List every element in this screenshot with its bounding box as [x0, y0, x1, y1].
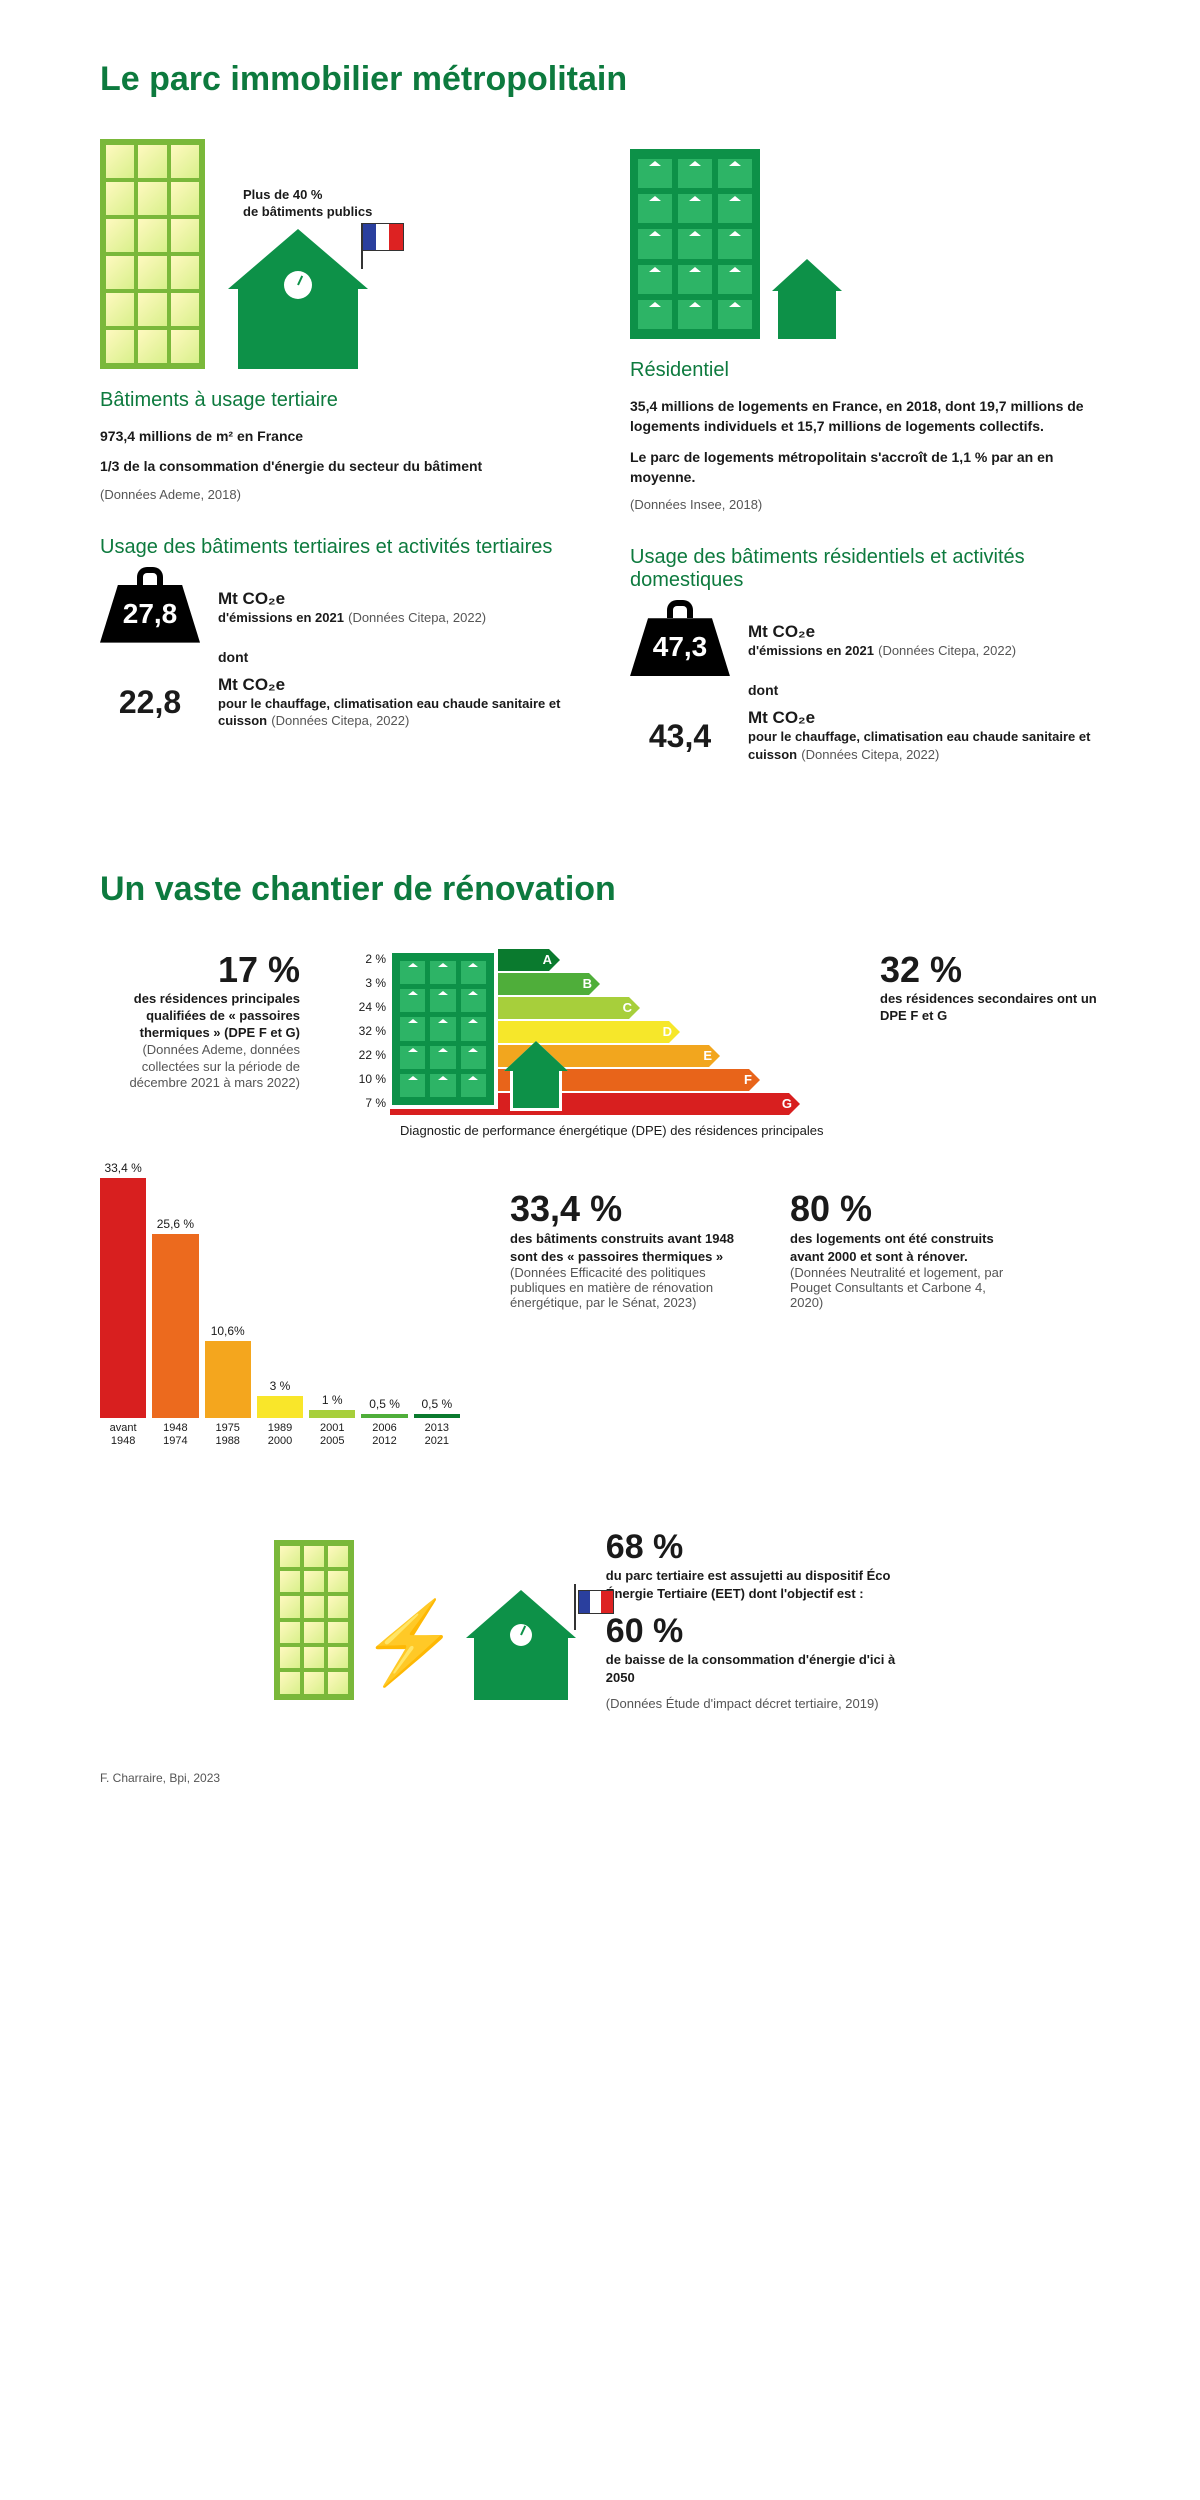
bottom-pc2: 60 %	[606, 1612, 926, 1651]
resi-emissions-desc: d'émissions en 2021	[748, 643, 874, 658]
chart-stat-1948: 33,4 % des bâtiments construits avant 19…	[510, 1188, 740, 1310]
chart-stat-txt: des bâtiments construits avant 1948 sont…	[510, 1230, 740, 1265]
bottom-src: (Données Étude d'impact décret tertiaire…	[606, 1696, 926, 1711]
tert-heating-value: 22,8	[100, 684, 200, 721]
resi-dont: dont	[748, 682, 1100, 698]
dpe-pct-C: 24 %	[348, 1000, 386, 1014]
house-icon	[772, 259, 842, 339]
tert-dont: dont	[218, 649, 570, 665]
resi-source: (Données Insee, 2018)	[630, 497, 1100, 512]
tertiaire-emissions: 27,8 Mt CO₂e d'émissions en 2021 (Donnée…	[100, 573, 570, 643]
bottom-pc1: 68 %	[606, 1528, 926, 1567]
dpe-pct-B: 3 %	[348, 976, 386, 990]
public-building-icon: Plus de 40 % de bâtiments publics	[223, 187, 372, 369]
resi-emissions-unit: Mt CO₂e	[748, 622, 1016, 642]
tert-heating-src: (Données Citepa, 2022)	[271, 713, 409, 728]
resi-line2: Le parc de logements métropolitain s'acc…	[630, 447, 1100, 488]
section2-title: Un vaste chantier de rénovation	[100, 870, 1100, 909]
dpe-right-stat: 32 % des résidences secondaires ont un D…	[880, 949, 1100, 1025]
tertiaire-illustration: Plus de 40 % de bâtiments publics	[100, 139, 570, 369]
dpe-chart: 2 %A3 %B24 %C32 %D22 %E10 %F7 %G Diagnos…	[340, 949, 840, 1138]
office-tower-icon	[274, 1540, 354, 1700]
french-flag-icon	[578, 1590, 614, 1614]
resi-usage-heading: Usage des bâtiments résidentiels et acti…	[630, 546, 1100, 592]
dpe-building-icon	[388, 949, 498, 1109]
bottom-stats: 68 % du parc tertiaire est assujetti au …	[606, 1528, 926, 1711]
chart-stat-pc: 33,4 %	[510, 1188, 740, 1230]
section1-title: Le parc immobilier métropolitain	[100, 60, 1100, 99]
french-flag-icon	[362, 223, 404, 251]
dpe-left-src: (Données Ademe, données collectées sur l…	[100, 1042, 300, 1093]
tert-emissions-src: (Données Citepa, 2022)	[348, 610, 486, 625]
period-bar: 0,5 %20062012	[361, 1397, 407, 1448]
bottom-txt1: du parc tertiaire est assujetti au dispo…	[606, 1567, 926, 1602]
weight-icon: 47,3	[630, 606, 730, 676]
tertiaire-heating: 22,8 Mt CO₂e pour le chauffage, climatis…	[100, 675, 570, 731]
dpe-pct-A: 2 %	[348, 952, 386, 966]
office-tower-icon	[100, 139, 205, 369]
chart-stat2-src: (Données Neutralité et logement, par Pou…	[790, 1265, 1010, 1310]
dpe-left-stat: 17 % des résidences principales qualifié…	[100, 949, 300, 1092]
tert-emissions-unit: Mt CO₂e	[218, 589, 486, 609]
public-building-icon	[466, 1590, 576, 1700]
period-bar-chart: 33,4 %avant194825,6 %1948197410,6%197519…	[100, 1188, 460, 1448]
resi-emissions: 47,3 Mt CO₂e d'émissions en 2021 (Donnée…	[630, 606, 1100, 676]
dpe-caption: Diagnostic de performance énergétique (D…	[400, 1123, 840, 1138]
dpe-pct-G: 7 %	[348, 1096, 386, 1110]
tert-emissions-desc: d'émissions en 2021	[218, 610, 344, 625]
period-bar: 1 %20012005	[309, 1393, 355, 1448]
bar-chart-row: 33,4 %avant194825,6 %1948197410,6%197519…	[100, 1188, 1100, 1448]
period-bar: 10,6%19751988	[205, 1324, 251, 1448]
section2: Un vaste chantier de rénovation 17 % des…	[100, 870, 1100, 1711]
residentiel-heading: Résidentiel	[630, 359, 1100, 382]
tertiaire-source: (Données Ademe, 2018)	[100, 487, 570, 502]
bottom-row: ⚡ 68 % du parc tertiaire est assujetti a…	[100, 1528, 1100, 1711]
resi-heating-src: (Données Citepa, 2022)	[801, 747, 939, 762]
dpe-right-pc: 32 %	[880, 949, 1100, 991]
tertiaire-usage-heading: Usage des bâtiments tertiaires et activi…	[100, 536, 570, 559]
lightning-bolt-icon: ⚡	[360, 1596, 460, 1690]
chart-stat-2000: 80 % des logements ont été construits av…	[790, 1188, 1010, 1310]
dpe-pct-F: 10 %	[348, 1072, 386, 1086]
period-bar: 0,5 %20132021	[414, 1397, 460, 1448]
chart-stat2-txt: des logements ont été construits avant 2…	[790, 1230, 1010, 1265]
resi-heating-unit: Mt CO₂e	[748, 708, 1100, 728]
chart-stat2-pc: 80 %	[790, 1188, 1010, 1230]
clock-icon	[284, 271, 312, 299]
dpe-pct-E: 22 %	[348, 1048, 386, 1062]
residentiel-col: Résidentiel 35,4 millions de logements e…	[630, 139, 1100, 770]
period-bar: 33,4 %avant1948	[100, 1161, 146, 1448]
weight-icon: 27,8	[100, 573, 200, 643]
period-bar: 3 %19892000	[257, 1379, 303, 1448]
tert-emissions-value: 27,8	[100, 585, 200, 643]
dpe-left-txt: des résidences principales qualifiées de…	[100, 991, 300, 1042]
residentiel-illustration	[630, 139, 1100, 339]
dpe-row: 17 % des résidences principales qualifié…	[100, 949, 1100, 1138]
resi-heating-value: 43,4	[630, 718, 730, 755]
section1-columns: Plus de 40 % de bâtiments publics Bâtime…	[100, 139, 1100, 770]
resi-line1: 35,4 millions de logements en France, en…	[630, 396, 1100, 437]
period-bar: 25,6 %19481974	[152, 1217, 198, 1448]
resi-heating: 43,4 Mt CO₂e pour le chauffage, climatis…	[630, 708, 1100, 764]
apartment-icon	[630, 149, 760, 339]
chart-stat-src: (Données Efficacité des politiques publi…	[510, 1265, 740, 1310]
dpe-pct-D: 32 %	[348, 1024, 386, 1038]
tertiaire-col: Plus de 40 % de bâtiments publics Bâtime…	[100, 139, 570, 770]
credit: F. Charraire, Bpi, 2023	[100, 1771, 1100, 1785]
tert-heating-unit: Mt CO₂e	[218, 675, 570, 695]
dpe-house-icon	[504, 1041, 568, 1111]
dpe-left-pc: 17 %	[100, 949, 300, 991]
tertiaire-line2: 1/3 de la consommation d'énergie du sect…	[100, 456, 570, 476]
tertiaire-line1: 973,4 millions de m² en France	[100, 426, 570, 446]
resi-emissions-src: (Données Citepa, 2022)	[878, 643, 1016, 658]
tertiaire-heading: Bâtiments à usage tertiaire	[100, 389, 570, 412]
bottom-txt2: de baisse de la consommation d'énergie d…	[606, 1651, 926, 1686]
dpe-right-txt: des résidences secondaires ont un DPE F …	[880, 991, 1100, 1025]
public-note: Plus de 40 % de bâtiments publics	[243, 187, 372, 221]
resi-emissions-value: 47,3	[630, 618, 730, 676]
